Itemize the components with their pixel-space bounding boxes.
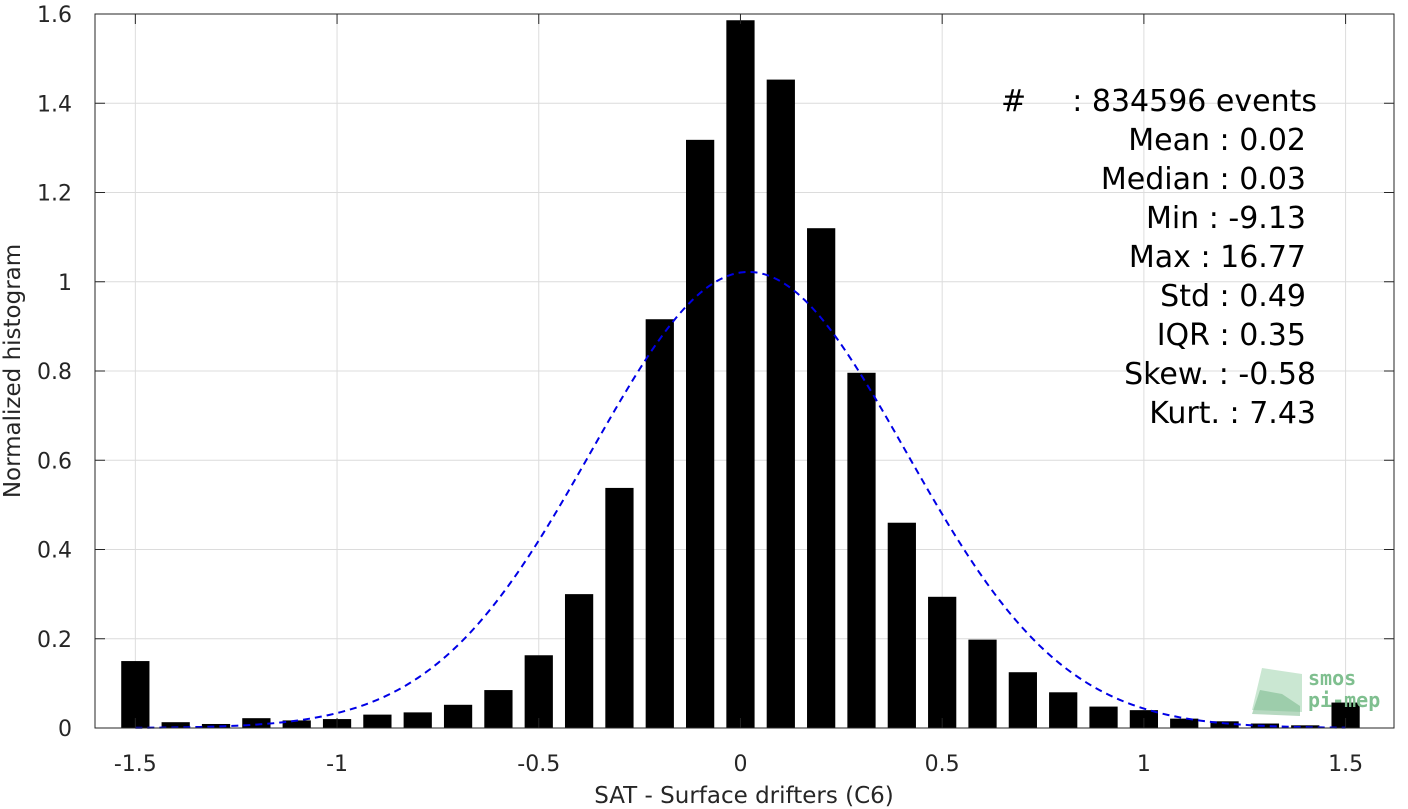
x-tick-label: 0 — [733, 752, 747, 777]
histogram-bar — [1210, 721, 1239, 728]
x-tick-label: 0.5 — [925, 752, 960, 777]
stat-line: Std : 0.49 — [1160, 279, 1306, 314]
histogram-bar — [847, 372, 876, 728]
stat-count-symbol: # — [1001, 84, 1026, 119]
histogram-bar — [564, 594, 594, 728]
histogram-bar — [807, 228, 836, 728]
histogram-bar — [282, 720, 311, 728]
stat-line: Min : -9.13 — [1146, 201, 1306, 236]
stat-line: Mean : 0.02 — [1128, 123, 1306, 158]
y-tick-label: 0.4 — [37, 539, 72, 564]
gaussian-fit-curve — [135, 270, 1346, 729]
histogram-bar — [605, 487, 634, 728]
y-tick-label: 1 — [58, 271, 72, 296]
histogram-bar — [242, 718, 271, 728]
x-tick-label: -0.5 — [517, 752, 560, 777]
y-axis-label: Normalized histogram — [0, 244, 26, 498]
y-tick-label: 1.6 — [37, 3, 72, 28]
x-axis-label: SAT - Surface drifters (C6) — [594, 783, 894, 809]
histogram-bar — [1089, 706, 1118, 728]
x-tick-label: 1 — [1137, 752, 1151, 777]
histogram-bar — [121, 661, 150, 728]
y-tick-label: 0.2 — [37, 628, 72, 653]
histogram-bar — [726, 20, 755, 729]
stat-line: Max : 16.77 — [1129, 240, 1306, 275]
histogram-bar — [1049, 692, 1078, 728]
histogram-bar — [1250, 723, 1280, 728]
stat-count-value: : 834596 events — [1072, 84, 1317, 119]
histogram-bar — [161, 722, 190, 728]
x-tick-label: 1.5 — [1328, 752, 1363, 777]
stat-line: Median : 0.03 — [1101, 162, 1306, 197]
histogram-bar — [1291, 725, 1320, 728]
histogram-bar — [443, 704, 473, 728]
logo-text-line2: pi-mep — [1308, 688, 1380, 712]
histogram-bar — [1008, 672, 1037, 728]
histogram-bar — [766, 79, 795, 728]
y-tick-label: 0 — [58, 717, 72, 742]
stat-line: Skew. : -0.58 — [1124, 357, 1316, 392]
histogram-bar — [928, 596, 957, 728]
stat-line: Kurt. : 7.43 — [1149, 396, 1316, 431]
histogram-bar — [363, 714, 392, 728]
histogram-bar — [645, 319, 674, 728]
x-tick-labels: -1.5 -1 -0.5 0 0.5 1 1.5 — [114, 752, 1363, 777]
histogram-bar — [887, 522, 916, 728]
logo-text-line1: smos — [1308, 666, 1356, 690]
x-tick-label: -1 — [326, 752, 348, 777]
stat-line: IQR : 0.35 — [1157, 318, 1306, 353]
y-tick-label: 0.8 — [37, 360, 72, 385]
y-tick-labels: 0 0.2 0.4 0.6 0.8 1 1.2 1.4 1.6 — [37, 3, 72, 742]
y-tick-label: 1.4 — [37, 92, 72, 117]
stats-annotation: # : 834596 events Mean : 0.02 Median : 0.03… — [1001, 84, 1317, 431]
histogram-bar — [201, 723, 231, 728]
histogram-bar — [686, 139, 715, 728]
histogram-bar — [484, 690, 513, 728]
y-tick-label: 1.2 — [37, 182, 72, 207]
histogram-bar — [403, 712, 432, 728]
histogram-bar — [968, 639, 997, 728]
histogram-bar — [1170, 718, 1199, 728]
x-tick-label: -1.5 — [114, 752, 157, 777]
axis-ticks — [95, 13, 1394, 729]
histogram-bars — [121, 20, 1360, 729]
histogram-bar — [524, 655, 553, 728]
smos-pi-mep-logo: smos pi-mep — [1252, 666, 1380, 716]
y-tick-label: 0.6 — [37, 449, 72, 474]
